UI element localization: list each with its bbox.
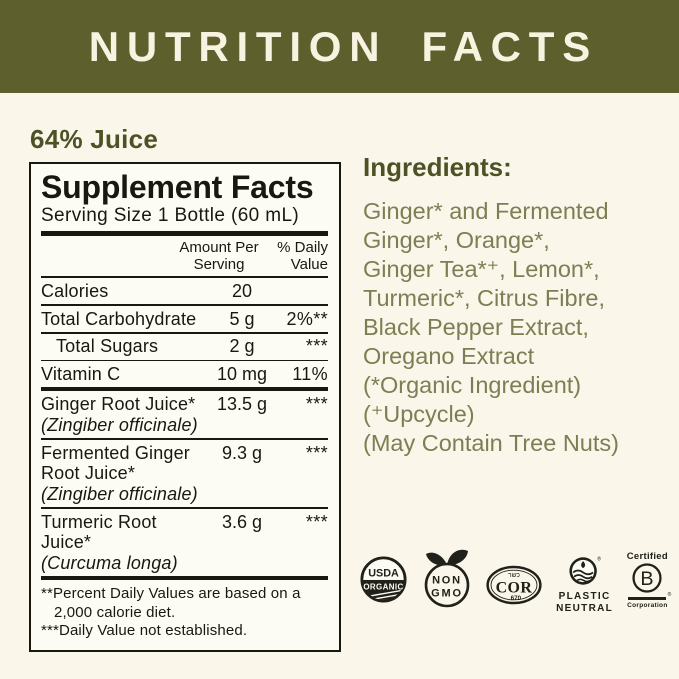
- plastic-neutral-badge: ® PLASTIC NEUTRAL: [556, 554, 613, 615]
- ingredients-line: Black Pepper Extract,: [363, 314, 589, 340]
- banner-title: NUTRITION FACTS: [88, 22, 598, 70]
- supplement-facts-title: Supplement Facts: [41, 169, 314, 205]
- nutrient-name: Total Sugars: [56, 336, 159, 356]
- nutrient-name: Vitamin C: [41, 363, 121, 384]
- botanical-latin-name: (Curcuma longa): [41, 552, 178, 573]
- plastic-text: PLASTIC: [558, 591, 611, 602]
- ingredients-line: Ginger*, Orange*,: [363, 227, 550, 253]
- botanical-name: Ginger Root Juice*: [41, 394, 196, 414]
- b-corp-badge: Certified B ® Corporation: [626, 551, 672, 609]
- divider: [41, 359, 328, 361]
- serving-size-text: Serving Size 1 Bottle (60 mL): [41, 205, 300, 226]
- ingredients-list: Ginger* and Fermented Ginger*, Orange*, …: [363, 197, 619, 458]
- row-calories: Calories 20: [41, 278, 328, 304]
- ingredients-line: Ginger* and Fermented: [363, 198, 609, 224]
- usda-organic-badge: USDA ORGANIC: [360, 556, 407, 603]
- nutrient-daily-value: 11%: [292, 363, 328, 384]
- b-letter-text: B: [641, 568, 654, 590]
- juice-percent-label: 64% Juice: [30, 124, 159, 154]
- nutrient-amount: 13.5 g: [216, 394, 268, 414]
- divider: [41, 507, 328, 509]
- botanical-name-cell: Fermented Ginger Root Juice* (Zingiber o…: [41, 443, 211, 505]
- botanical-latin-name: (Zingiber officinale): [41, 414, 198, 435]
- ingredients-line: Oregano Extract: [363, 343, 535, 369]
- plastic-neutral-icon: ®: [569, 556, 601, 585]
- footnote-not-established: ***Daily Value not established.: [41, 622, 248, 639]
- nutrient-daily-value: ***: [305, 511, 328, 532]
- row-ginger-root-juice: Ginger Root Juice* (Zingiber officinale)…: [41, 391, 328, 438]
- b-corp-icon: B: [632, 563, 662, 593]
- ingredients-line: (*Organic Ingredient): [363, 372, 582, 398]
- non-text: NON: [432, 575, 462, 587]
- nutrient-amount: 9.3 g: [221, 442, 263, 463]
- nutrient-amount: 10 mg: [216, 363, 268, 384]
- nutrient-amount: 20: [231, 280, 253, 301]
- nutrient-name: Calories: [41, 280, 109, 301]
- gmo-text: GMO: [431, 588, 463, 600]
- nutrient-amount: 3.6 g: [221, 511, 263, 532]
- plastic-reg-mark: ®: [597, 556, 601, 563]
- divider: [41, 438, 328, 440]
- nutrition-facts-banner: NUTRITION FACTS: [0, 0, 679, 93]
- daily-value-header: % Daily Value: [277, 239, 328, 273]
- botanical-name-cell: Turmeric Root Juice* (Curcuma longa): [41, 512, 211, 574]
- certified-text: Certified: [626, 551, 668, 562]
- divider: [41, 231, 328, 236]
- divider: [41, 332, 328, 334]
- organic-text: ORGANIC: [363, 582, 403, 591]
- ingredients-line: (May Contain Tree Nuts): [363, 430, 619, 456]
- supplement-facts-panel: Supplement Facts Serving Size 1 Bottle (…: [29, 162, 341, 652]
- row-vitamin-c: Vitamin C 10 mg 11%: [41, 361, 328, 387]
- nutrient-name: Total Carbohydrate: [41, 308, 197, 329]
- amount-per-serving-header: Amount Per Serving: [179, 239, 259, 273]
- neutral-text: NEUTRAL: [556, 603, 614, 614]
- corporation-text: Corporation: [627, 601, 668, 609]
- ingredients-line: Turmeric*, Citrus Fibre,: [363, 285, 605, 311]
- nutrient-daily-value: ***: [305, 394, 328, 414]
- plastic-neutral-text: PLASTIC NEUTRAL: [556, 591, 613, 615]
- b-corp-reg-mark: ®: [667, 592, 672, 598]
- botanical-latin-name: (Zingiber officinale): [41, 483, 198, 504]
- row-total-carbohydrate: Total Carbohydrate 5 g 2%**: [41, 306, 328, 332]
- botanical-name: Turmeric Root Juice*: [41, 511, 157, 553]
- usda-organic-icon: USDA ORGANIC: [360, 556, 407, 603]
- column-header-row: Amount Per Serving % Daily Value: [41, 236, 328, 276]
- usda-text: USDA: [368, 568, 399, 580]
- ingredients-line: (⁺Upcycle): [363, 401, 475, 427]
- divider: [41, 276, 328, 278]
- ingredients-heading: Ingredients:: [363, 152, 512, 182]
- botanical-name-cell: Ginger Root Juice* (Zingiber officinale): [41, 394, 211, 435]
- cor-number-text: 670: [511, 595, 522, 602]
- kosher-hebrew-text: כשר: [508, 572, 520, 579]
- divider: [41, 387, 328, 391]
- certification-badges: USDA ORGANIC NON GMO: [360, 546, 672, 618]
- nutrient-amount: 5 g: [229, 308, 255, 329]
- row-total-sugars: Total Sugars 2 g ***: [41, 334, 328, 360]
- cor-kosher-icon: כשר COR 670: [486, 565, 543, 605]
- row-fermented-ginger-root-juice: Fermented Ginger Root Juice* (Zingiber o…: [41, 440, 328, 508]
- nutrient-daily-value: 2%**: [286, 308, 328, 329]
- footnote-daily-values: **Percent Daily Values are based on a 2,…: [41, 585, 301, 621]
- divider: [41, 304, 328, 306]
- footnotes: **Percent Daily Values are based on a 2,…: [41, 585, 328, 641]
- non-gmo-badge: NON GMO: [421, 547, 473, 609]
- ingredients-line: Ginger Tea*⁺, Lemon*,: [363, 256, 600, 282]
- nutrient-amount: 2 g: [229, 336, 255, 356]
- cor-kosher-badge: כשר COR 670: [486, 565, 543, 605]
- nutrient-daily-value: ***: [305, 336, 328, 356]
- cor-text: COR: [496, 580, 533, 597]
- nutrient-daily-value: ***: [305, 442, 328, 463]
- divider: [41, 576, 328, 580]
- row-turmeric-root-juice: Turmeric Root Juice* (Curcuma longa) 3.6…: [41, 509, 328, 577]
- b-corp-underline: ®: [628, 592, 671, 600]
- botanical-name: Fermented Ginger Root Juice*: [41, 442, 190, 484]
- non-gmo-icon: NON GMO: [424, 549, 470, 608]
